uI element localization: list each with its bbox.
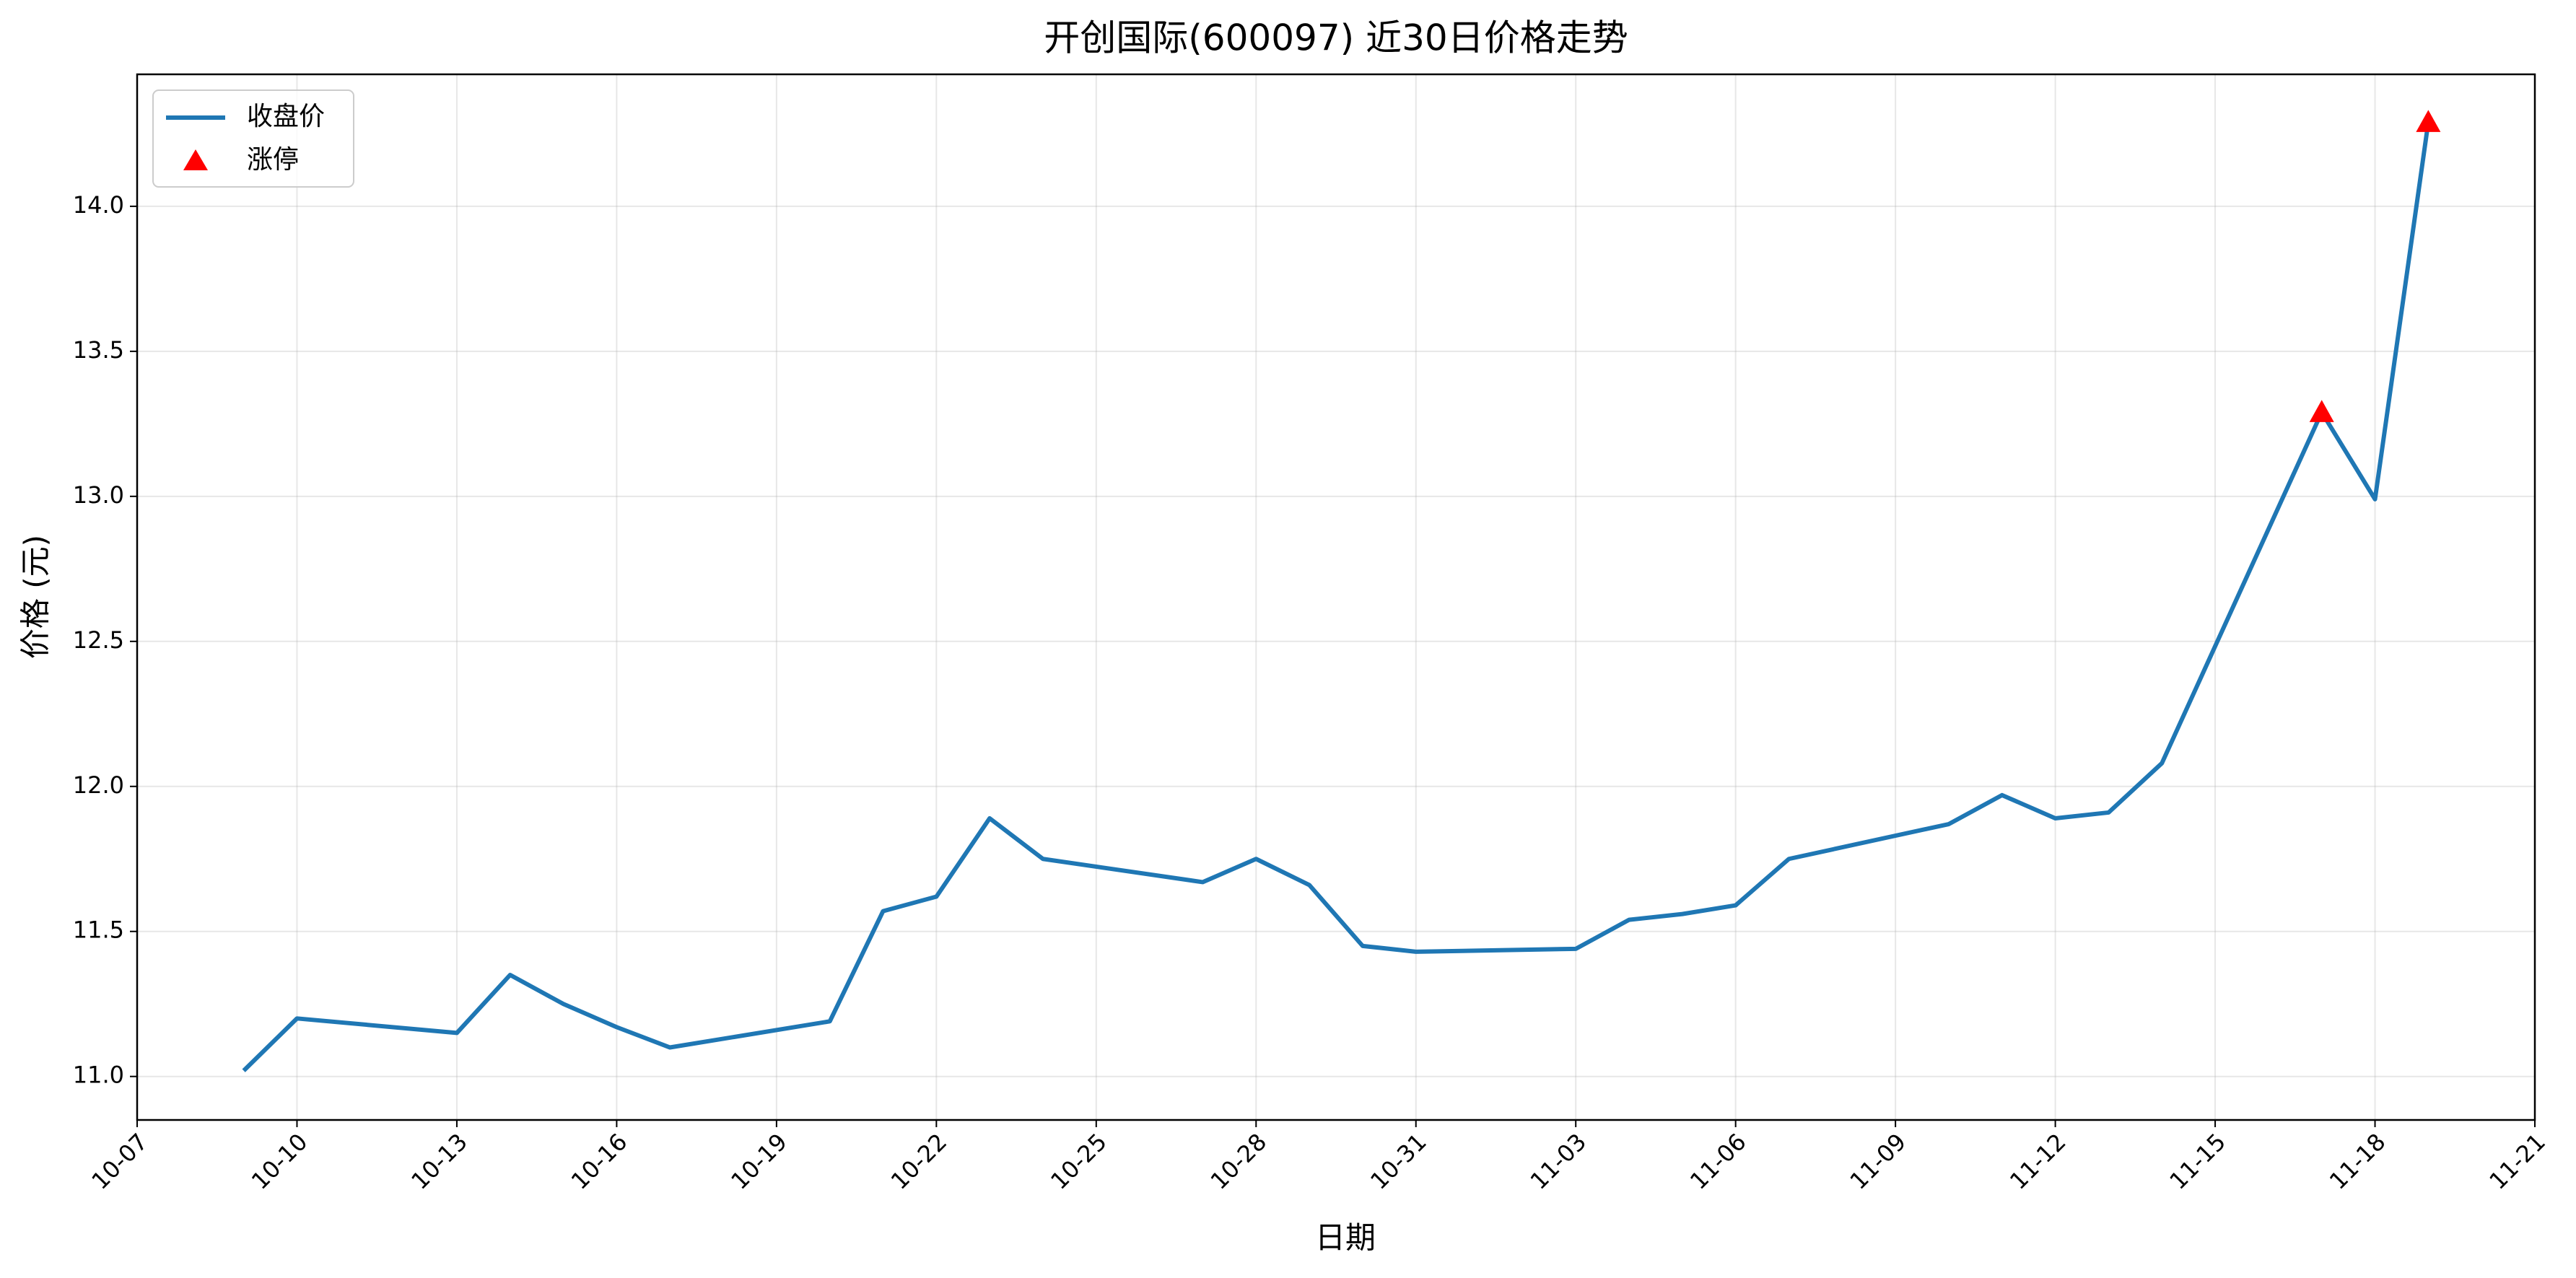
y-tick-label: 11.5 bbox=[73, 916, 124, 944]
y-tick-label: 13.5 bbox=[73, 336, 124, 364]
limit-up-marker bbox=[2416, 110, 2441, 132]
y-tick-label: 13.0 bbox=[73, 481, 124, 509]
plot-frame bbox=[136, 73, 2536, 1121]
legend-label: 涨停 bbox=[247, 145, 299, 175]
chart-title: 开创国际(600097) 近30日价格走势 bbox=[1044, 17, 1628, 59]
y-tick-label: 11.0 bbox=[73, 1062, 124, 1089]
price-line bbox=[242, 121, 2431, 1072]
x-axis-label: 日期 bbox=[1315, 1220, 1376, 1256]
y-tick-label: 12.5 bbox=[73, 626, 124, 654]
legend-label: 收盘价 bbox=[247, 102, 325, 131]
y-axis-label: 价格 (元) bbox=[18, 535, 53, 659]
limit-up-marker bbox=[2309, 400, 2334, 422]
y-tick-label: 14.0 bbox=[73, 191, 124, 219]
y-tick-label: 12.0 bbox=[73, 771, 124, 799]
legend-swatch bbox=[183, 149, 208, 170]
